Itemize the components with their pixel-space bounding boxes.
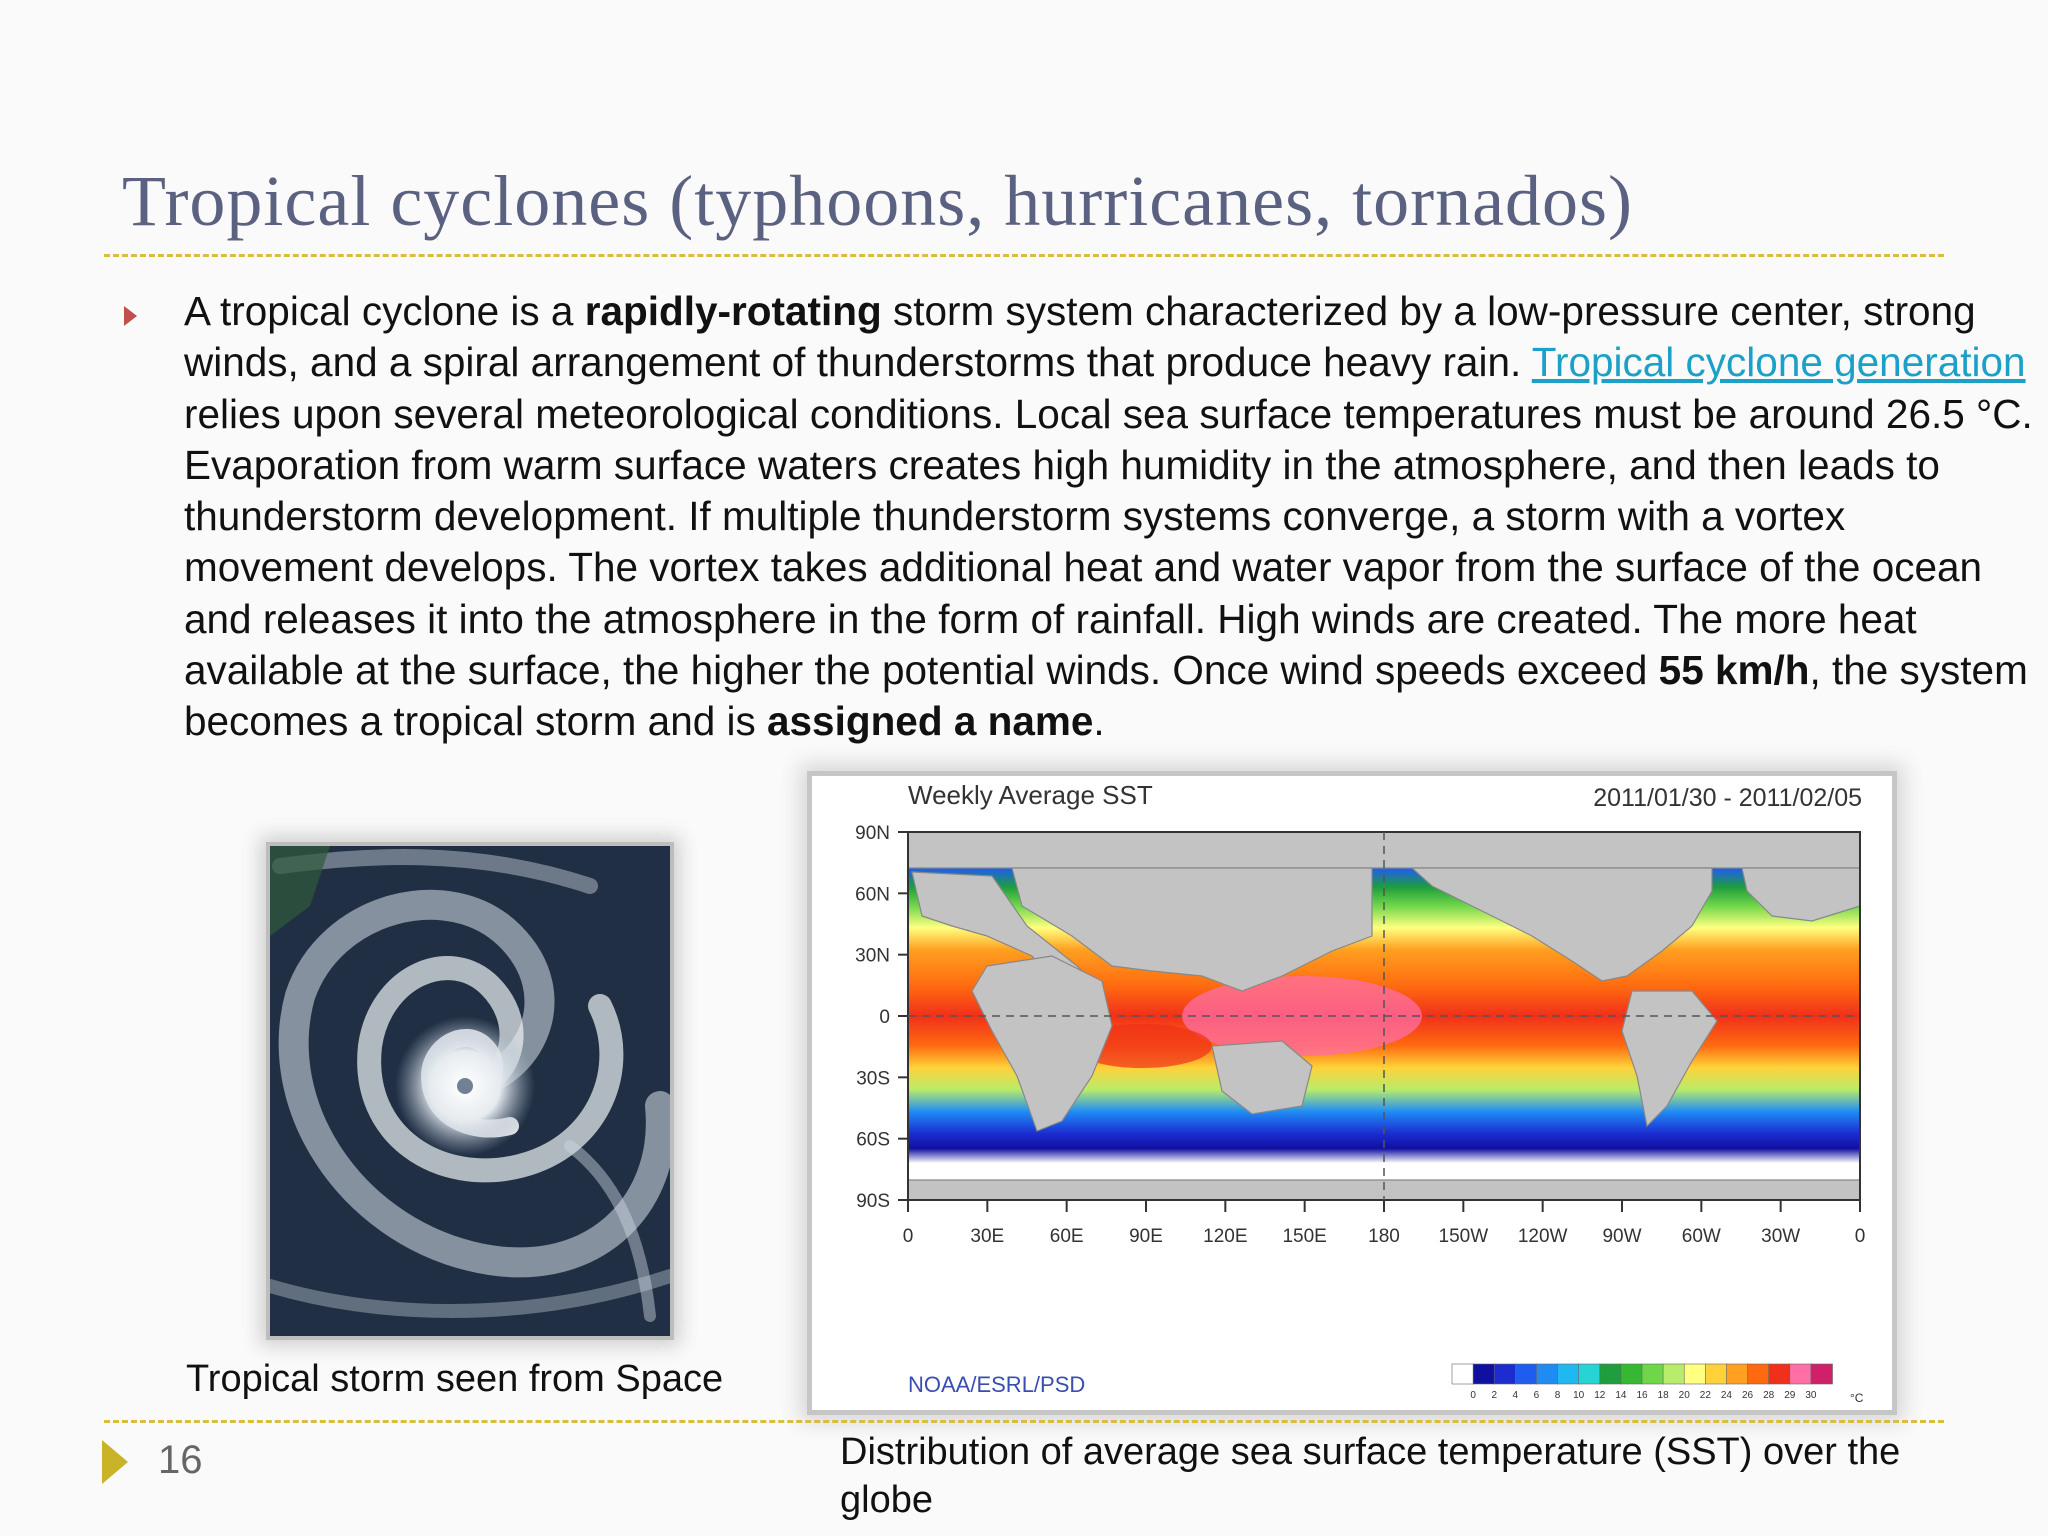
south-america-continent xyxy=(1621,990,1718,1128)
colorbar-tick-label: 6 xyxy=(1534,1390,1540,1401)
lat-label: 90N xyxy=(855,823,890,844)
link-tropical-cyclone-generation[interactable]: Tropical cyclone generation xyxy=(1531,339,2026,386)
colorbar-unit: °C xyxy=(1850,1391,1864,1405)
lon-label: 30E xyxy=(970,1226,1004,1247)
sst-map-figure: Weekly Average SST 2011/01/30 - 2011/02/… xyxy=(812,776,1892,1410)
colorbar-tick-label: 22 xyxy=(1700,1390,1712,1401)
colorbar-tick-label: 12 xyxy=(1594,1390,1606,1401)
lon-label: 0 xyxy=(903,1226,914,1247)
australia-continent xyxy=(1211,1040,1313,1115)
title-divider xyxy=(104,254,1944,257)
lat-label: 60N xyxy=(855,884,890,905)
colorbar-tick-label: 10 xyxy=(1573,1390,1585,1401)
page-marker-icon xyxy=(102,1440,128,1484)
colorbar-swatch xyxy=(1683,1363,1707,1385)
colorbar-swatch xyxy=(1768,1363,1791,1385)
colorbar-tick-label: 28 xyxy=(1763,1390,1775,1401)
lon-label: 0 xyxy=(1855,1226,1866,1247)
body-paragraph: A tropical cyclone is a rapidly-rotating… xyxy=(184,286,2034,748)
colorbar-swatch xyxy=(1578,1363,1601,1385)
colorbar-swatch xyxy=(1599,1363,1622,1385)
lon-label: 90W xyxy=(1602,1226,1641,1247)
satellite-caption: Tropical storm seen from Space xyxy=(186,1358,724,1400)
lon-label: 120E xyxy=(1203,1226,1247,1247)
colorbar-ticks: 0 2 4 6 8 10 12 14 16 18 20 22 24 26 28 29 30 xyxy=(1470,1390,1817,1401)
sst-map-svg: Weekly Average SST 2011/01/30 - 2011/02/… xyxy=(855,780,1866,1405)
north-america-continent xyxy=(1410,867,1713,982)
colorbar-swatch xyxy=(1515,1363,1538,1385)
body-text: . xyxy=(1093,698,1105,745)
colorbar-swatch xyxy=(1620,1363,1643,1385)
colorbar-tick-label: 0 xyxy=(1470,1390,1476,1401)
africa-continent xyxy=(971,955,1113,1132)
colorbar-tick-label: 2 xyxy=(1491,1390,1497,1401)
colorbar-tick-label: 24 xyxy=(1721,1390,1733,1401)
lon-label: 120W xyxy=(1518,1226,1568,1247)
colorbar-swatch xyxy=(1747,1363,1770,1385)
satellite-storm-image xyxy=(270,846,670,1336)
page-number: 16 xyxy=(158,1438,203,1482)
map-date-range: 2011/01/30 - 2011/02/05 xyxy=(1593,784,1862,812)
lat-label: 30N xyxy=(855,946,890,967)
body-bold-rapidly-rotating: rapidly-rotating xyxy=(584,288,882,334)
colorbar-tick-label: 8 xyxy=(1555,1390,1561,1401)
colorbar xyxy=(1451,1363,1833,1385)
slide-title: Tropical cyclones (typhoons, hurricanes,… xyxy=(122,161,1634,241)
body-text: A tropical cyclone is a xyxy=(184,288,585,334)
lon-label: 60W xyxy=(1682,1226,1721,1247)
colorbar-swatch xyxy=(1557,1363,1580,1385)
lon-label: 150W xyxy=(1439,1226,1489,1247)
colorbar-swatch xyxy=(1789,1363,1812,1385)
body-bold-wind-speed: 55 km/h xyxy=(1658,647,1810,694)
colorbar-swatch xyxy=(1472,1363,1496,1385)
body-text: , the system becomes a tropical storm an… xyxy=(184,647,2028,745)
lon-label: 150E xyxy=(1282,1226,1326,1247)
map-credit: NOAA/ESRL/PSD xyxy=(908,1372,1085,1397)
lat-label: 0 xyxy=(879,1007,890,1028)
lon-label: 180 xyxy=(1368,1226,1400,1247)
colorbar-tick-label: 16 xyxy=(1636,1390,1648,1401)
bullet-arrow-icon xyxy=(124,306,137,326)
colorbar-swatch xyxy=(1726,1363,1749,1385)
colorbar-tick-label: 14 xyxy=(1615,1390,1627,1401)
body-bold-assigned-name: assigned a name xyxy=(767,698,1094,745)
sst-map-caption: Distribution of average sea surface temp… xyxy=(840,1431,1901,1521)
colorbar-swatch xyxy=(1451,1363,1474,1385)
lon-label: 30W xyxy=(1761,1226,1800,1247)
colorbar-swatch xyxy=(1662,1363,1686,1385)
lat-label: 60S xyxy=(856,1130,890,1151)
colorbar-tick-label: 30 xyxy=(1805,1390,1817,1401)
colorbar-swatch xyxy=(1493,1363,1517,1385)
colorbar-tick-label: 4 xyxy=(1513,1390,1519,1401)
map-plot-area xyxy=(907,831,1861,1201)
asia-continent xyxy=(1011,867,1373,992)
continents xyxy=(907,831,1861,1201)
body-text: relies upon several meteorological condi… xyxy=(184,390,2033,694)
colorbar-tick-label: 26 xyxy=(1742,1390,1754,1401)
lat-label: 90S xyxy=(856,1191,890,1212)
footer-divider xyxy=(104,1420,1944,1423)
colorbar-swatch xyxy=(1641,1363,1664,1385)
lon-label: 90E xyxy=(1129,1226,1163,1247)
lat-label: 30S xyxy=(856,1068,890,1089)
colorbar-tick-label: 18 xyxy=(1658,1390,1670,1401)
colorbar-swatch xyxy=(1705,1363,1728,1385)
map-title: Weekly Average SST xyxy=(908,780,1153,810)
colorbar-swatch xyxy=(1810,1363,1833,1385)
colorbar-swatch xyxy=(1536,1363,1559,1385)
longitude-labels: 0 30E 60E 90E 120E 150E 180 150W 120W 90W 60W 30W 0 xyxy=(903,1200,1866,1247)
colorbar-tick-label: 20 xyxy=(1679,1390,1691,1401)
colorbar-tick-label: 29 xyxy=(1784,1390,1796,1401)
body-text: storm system characterized by a low-pres… xyxy=(184,288,1976,386)
lon-label: 60E xyxy=(1050,1226,1084,1247)
latitude-labels: 90N 60N 30N 0 30S 60S 90S xyxy=(855,823,908,1212)
